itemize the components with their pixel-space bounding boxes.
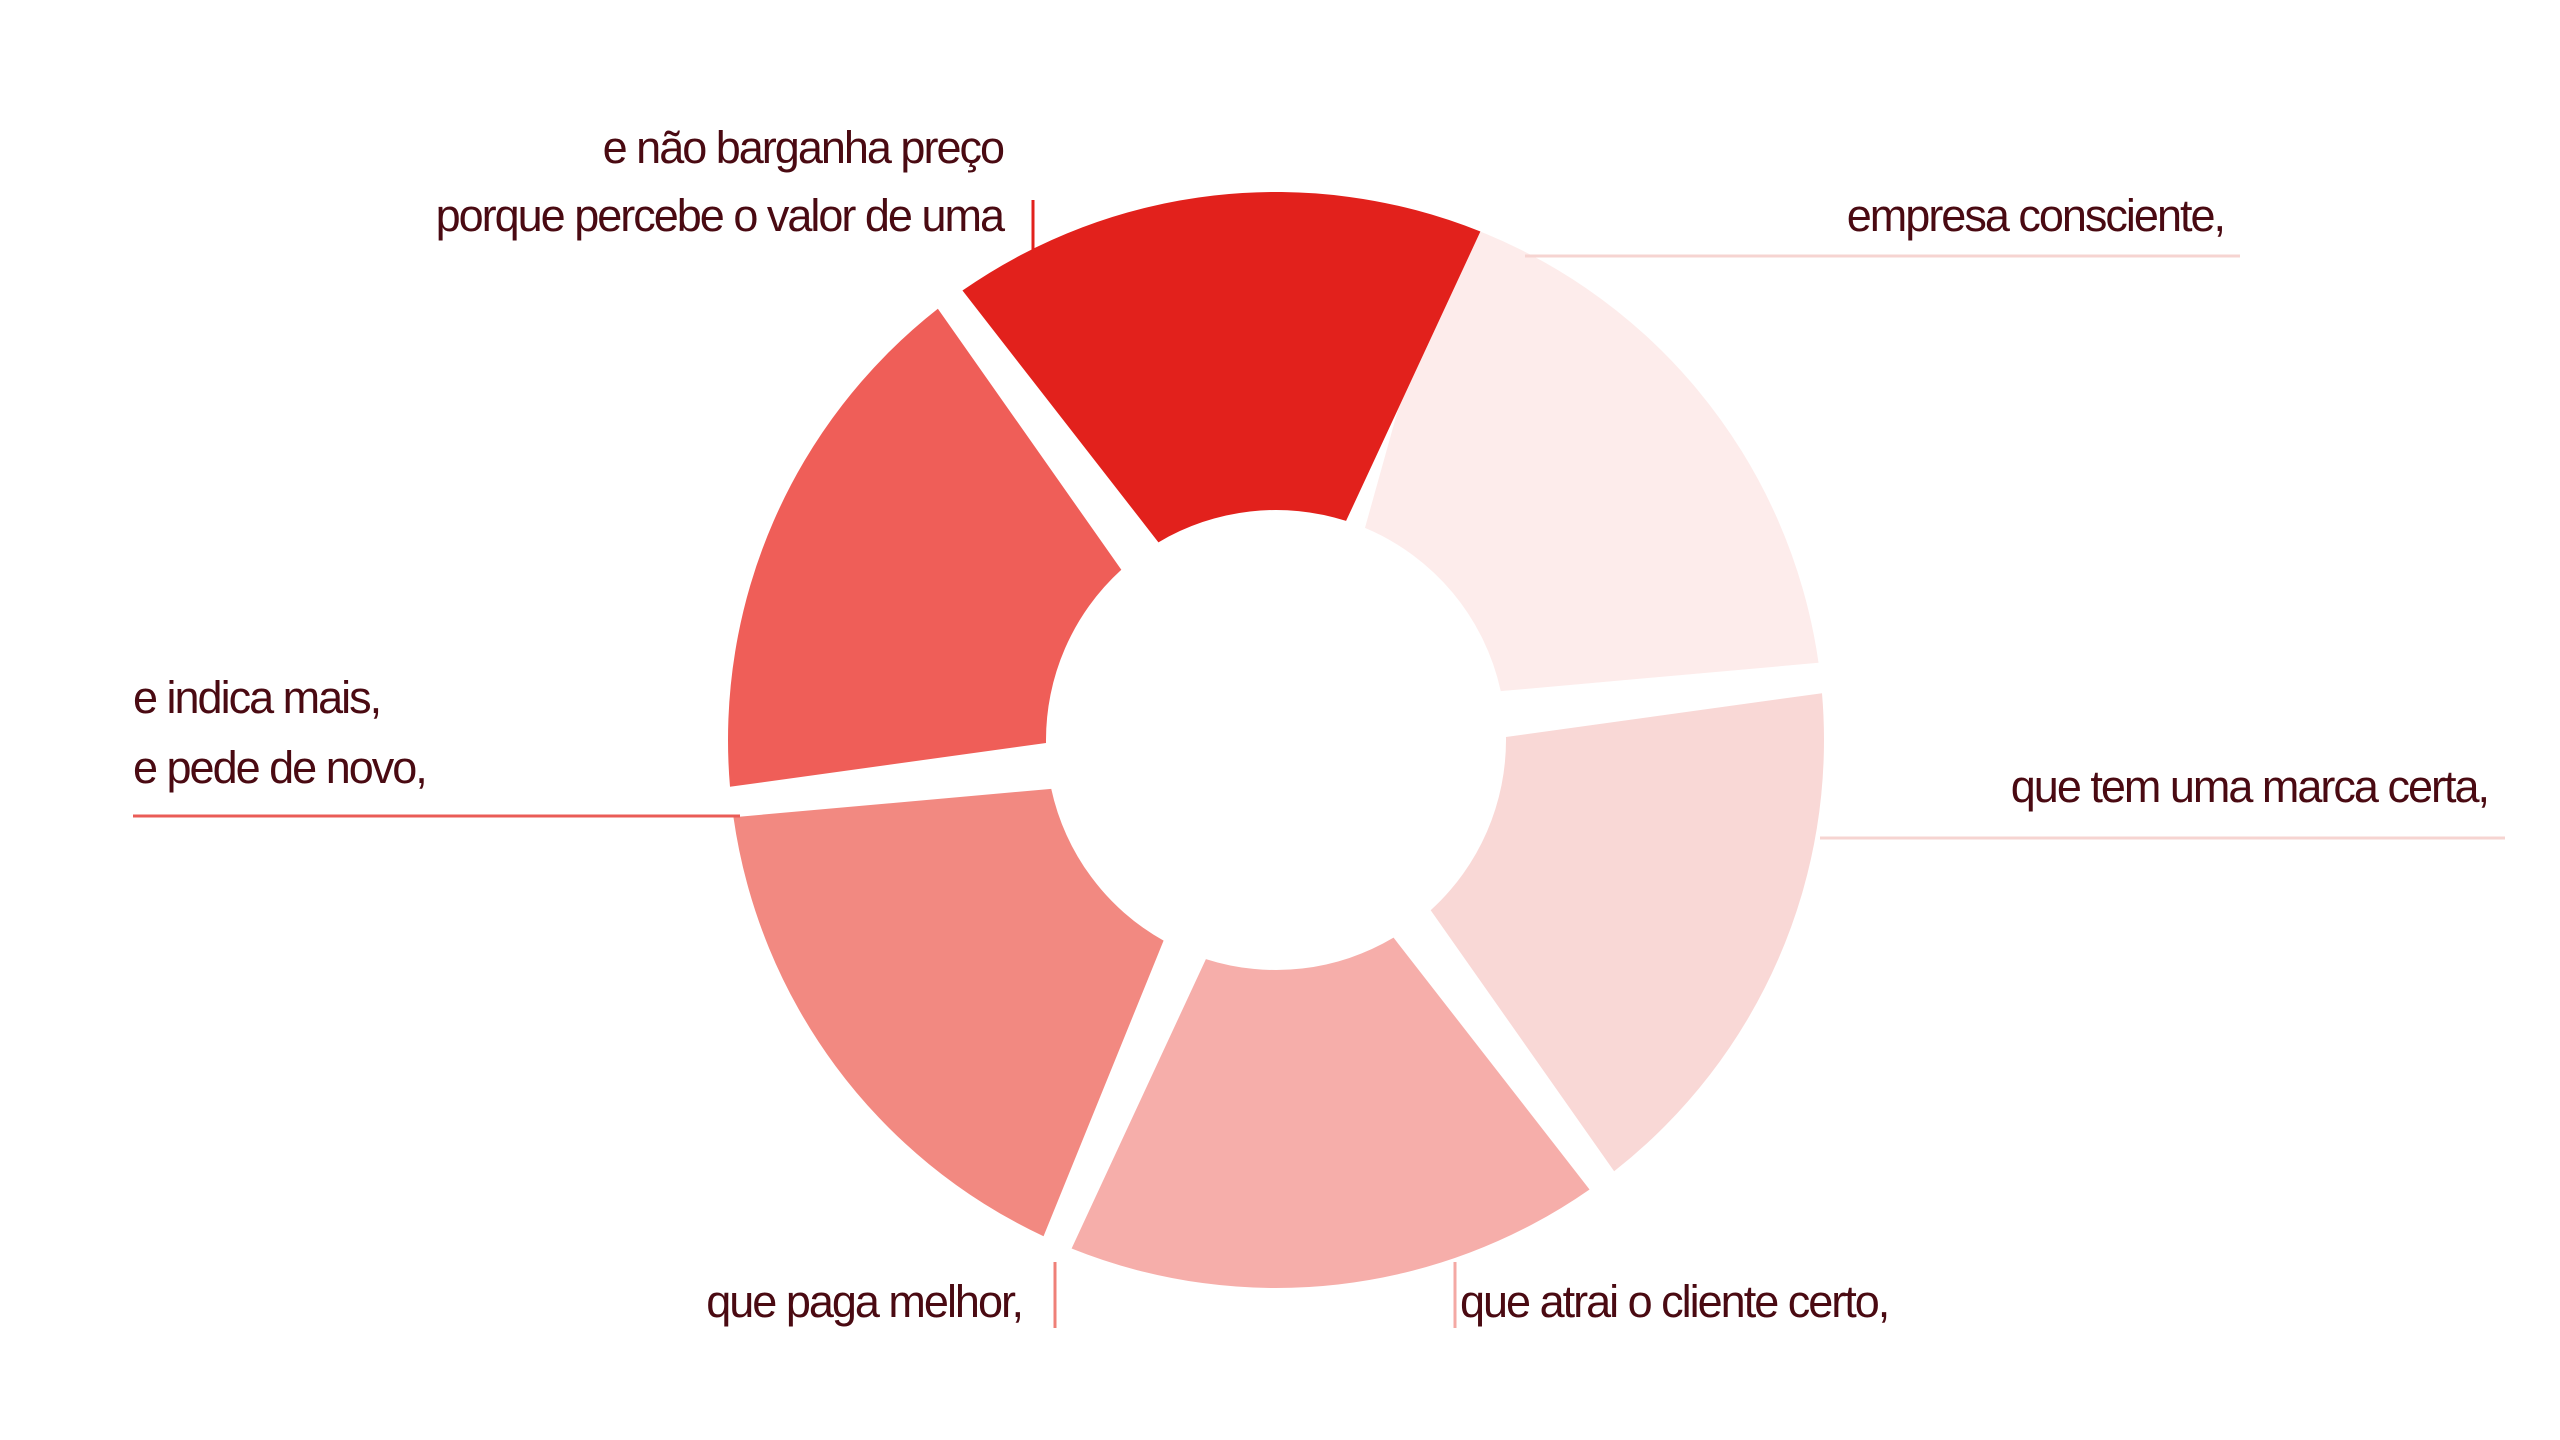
label-cliente-certo: que atrai o cliente certo, — [1460, 1276, 1888, 1327]
label-empresa-consciente: empresa consciente, — [1847, 190, 2224, 241]
segment-marca-certa — [1430, 693, 1824, 1172]
segment-indica-mais — [728, 308, 1122, 787]
label-nao-barganha-line-1: e não barganha preço — [603, 122, 1004, 173]
donut-segments — [728, 191, 1824, 1288]
label-indica-mais-line-2: e pede de novo, — [133, 742, 426, 793]
label-indica-mais-line-1: e indica mais, — [133, 672, 380, 723]
segment-nao-barganha — [962, 191, 1481, 543]
segment-paga-melhor — [733, 788, 1164, 1237]
leader-lines — [133, 200, 2505, 1328]
label-nao-barganha-line-2: porque percebe o valor de uma — [436, 190, 1006, 241]
label-paga-melhor: que paga melhor, — [706, 1276, 1022, 1327]
segment-cliente-certo — [1071, 937, 1590, 1288]
label-marca-certa: que tem uma marca certa, — [2011, 761, 2488, 812]
segment-empresa-consciente — [1364, 220, 1819, 692]
